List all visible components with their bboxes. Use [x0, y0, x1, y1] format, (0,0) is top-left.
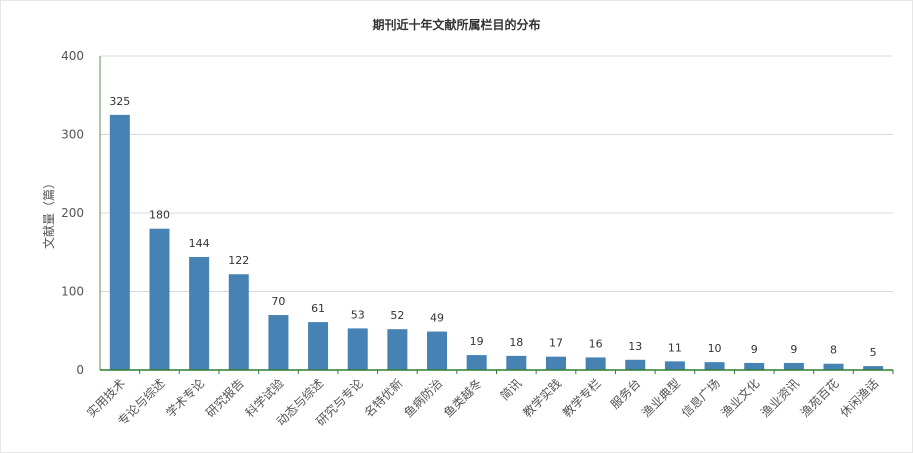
bar [268, 315, 289, 370]
data-label: 49 [430, 312, 444, 325]
x-tick-label: 渔业资讯 [758, 376, 802, 420]
data-label: 11 [668, 341, 682, 354]
bar [625, 359, 646, 370]
data-label: 13 [628, 340, 642, 353]
x-tick-label: 名特优新 [361, 376, 406, 421]
data-label: 122 [228, 254, 249, 267]
bar [863, 366, 884, 370]
bar [387, 329, 408, 370]
data-label: 17 [549, 337, 563, 350]
x-tick-label: 教学专栏 [559, 376, 604, 421]
data-label: 70 [271, 295, 285, 308]
bar [109, 114, 130, 370]
bar [744, 362, 765, 370]
y-tick-label: 200 [61, 206, 84, 220]
x-tick-label: 教学实践 [520, 376, 565, 421]
data-label: 9 [751, 343, 758, 356]
x-tick-label: 鱼类越冬 [440, 376, 485, 421]
x-axis: 实用技术专论与综述学术专论研究报告科学试验动态与综述研究与专论名特优新鱼病防治鱼… [83, 369, 894, 429]
bar [664, 361, 685, 370]
data-label: 9 [790, 343, 797, 356]
x-tick-label: 简讯 [498, 376, 525, 403]
bar [347, 328, 368, 370]
y-axis-label: 文献量（篇） [41, 177, 56, 249]
x-tick-label: 休闲渔话 [837, 376, 881, 420]
data-label: 325 [109, 95, 130, 108]
bar [585, 357, 606, 370]
bar [704, 362, 725, 370]
x-tick-label: 渔业文化 [718, 376, 763, 421]
x-tick-label: 服务台 [607, 376, 643, 412]
bar [545, 356, 566, 370]
bar [783, 362, 804, 370]
y-tick-label: 0 [76, 363, 84, 377]
chart-title: 期刊近十年文献所属栏目的分布 [372, 18, 541, 32]
data-label: 52 [390, 309, 404, 322]
gridlines [100, 55, 893, 292]
bar [466, 355, 487, 370]
bar [308, 322, 329, 370]
data-label: 144 [189, 237, 210, 250]
data-label: 18 [509, 336, 523, 349]
data-label: 180 [149, 209, 170, 222]
data-label: 5 [870, 346, 877, 359]
bar [189, 256, 210, 370]
x-tick-label: 鱼病防治 [401, 376, 446, 421]
x-tick-label: 信息广场 [678, 376, 723, 421]
y-tick-label: 400 [61, 49, 84, 63]
x-tick-label: 渔业典型 [639, 376, 683, 420]
data-label: 53 [351, 308, 365, 321]
x-tick-label: 学术专论 [163, 376, 208, 421]
bars: 325 180 144 122 70 61 53 52 49 19 18 17 16 13 11 10 9 9 8 5 [109, 95, 884, 370]
x-tick-label: 渔苑百花 [797, 376, 842, 421]
data-label: 16 [589, 337, 603, 350]
bar [228, 274, 249, 370]
data-label: 10 [708, 342, 722, 355]
bar [823, 363, 844, 370]
bar [149, 228, 170, 370]
data-label: 8 [830, 344, 837, 357]
y-tick-label: 300 [61, 128, 84, 142]
y-axis: 0 100 200 300 400 [61, 49, 101, 377]
y-tick-label: 100 [61, 285, 84, 299]
bar [506, 355, 527, 370]
data-label: 19 [470, 335, 484, 348]
data-label: 61 [311, 302, 325, 315]
bar [427, 331, 448, 370]
x-tick-label: 研究报告 [202, 376, 247, 421]
